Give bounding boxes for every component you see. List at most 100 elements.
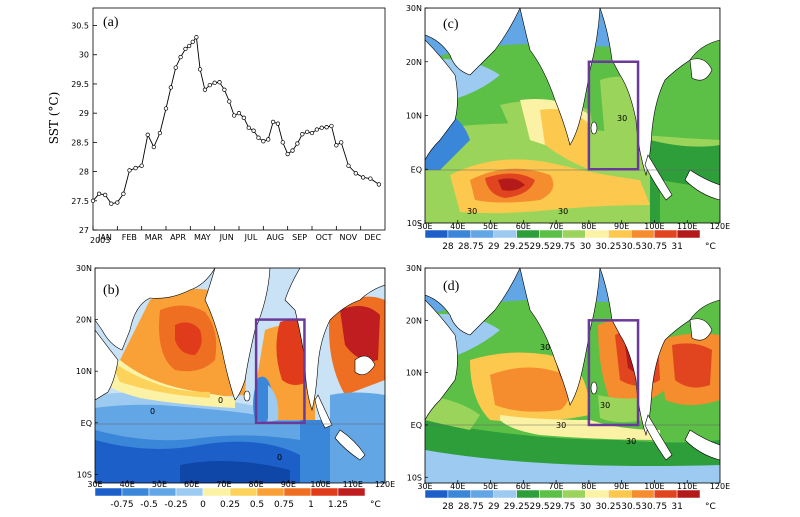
colorbar-label: 0.25 (220, 500, 240, 510)
colorbar-swatch (337, 487, 366, 497)
colorbar-label: 30.25 (595, 502, 621, 512)
colorbar-swatch (148, 487, 177, 497)
colorbar-label: 0.75 (274, 500, 294, 510)
lat-tick-label: 10S (407, 219, 422, 228)
colorbar-swatch (202, 487, 231, 497)
panel-a: (a) SST (°C) 27 27.5 28 28.5 29 29.5 30 30.5 JA… (47, 7, 386, 245)
data-point (178, 54, 183, 60)
lon-tick-label: 90E (614, 222, 629, 231)
data-point (127, 168, 132, 173)
lon-tick-label: 60E (516, 482, 531, 491)
lat-tick-label: 30N (406, 264, 422, 273)
contour-label: 30 (540, 343, 550, 352)
x-tick-label: OCT (316, 233, 333, 242)
panel-d-field (425, 268, 720, 483)
y-tick-label: 29 (79, 109, 89, 118)
colorbar-label: 1 (308, 500, 314, 510)
data-point (270, 119, 276, 125)
colorbar-swatch (447, 489, 472, 499)
data-point (109, 201, 114, 206)
y-tick-label: 27.5 (71, 197, 89, 206)
colorbar-label: 28 (442, 502, 454, 512)
panel-a-y-ticks: 27 27.5 28 28.5 29 29.5 30 30.5 (71, 22, 97, 235)
panel-b-lon-ticks: 30E 40E 50E 60E 70E 80E 90E 100E 110E 120E (87, 480, 395, 489)
colorbar-swatch (470, 229, 495, 239)
panel-a-x-ticks: JAN FEB MAR APR MAY JUN JUL AUG SEP OCT NOV DEC (92, 226, 381, 242)
lat-tick-label: EQ (411, 165, 422, 174)
lon-tick-label: 40E (450, 482, 465, 491)
panel-c-lon-ticks: 30E 40E 50E 60E 70E 80E 90E 100E 110E 120E (417, 220, 730, 231)
colorbar-label: 0 (200, 500, 206, 510)
lon-tick-label: 80E (248, 480, 263, 489)
panel-c-lat-ticks: 30N 20N 10N EQ 10S (406, 4, 428, 228)
lat-tick-label: 10S (77, 470, 92, 479)
data-point (157, 130, 163, 136)
panel-b: (b) 0 0 0 30E 40E 50E 60E 70E 80E 90E 100E 110E 1… (76, 264, 395, 510)
colorbar-label: -0.25 (164, 500, 187, 510)
colorbar-swatch (516, 489, 540, 499)
lat-tick-label: 10N (406, 112, 422, 121)
data-point (241, 115, 247, 120)
lon-tick-label: 30E (417, 222, 432, 231)
colorbar-swatch (447, 229, 472, 239)
colorbar-label: 30.5 (621, 242, 641, 252)
y-tick-label: 28.5 (71, 138, 89, 147)
colorbar-swatch (653, 489, 678, 499)
colorbar-swatch (585, 229, 609, 239)
panel-d-lat-ticks: 30N 20N 10N EQ 10S (406, 264, 428, 482)
colorbar-swatch (493, 229, 517, 239)
contour-label: 30 (467, 207, 477, 216)
colorbar-swatch (256, 487, 285, 497)
lon-tick-label: 50E (483, 482, 498, 491)
data-point (163, 106, 169, 111)
lon-tick-label: 50E (483, 222, 498, 231)
colorbar-swatch (631, 229, 655, 239)
data-point (290, 148, 295, 153)
data-point (324, 125, 329, 130)
data-point (231, 113, 237, 118)
panel-d-colorbar: 28 28.75 29 29.25 29.5 29.75 30 30.25 30.5 30.75 3… (424, 489, 716, 512)
data-point (360, 175, 366, 180)
lon-tick-label: 70E (548, 222, 563, 231)
data-point (368, 176, 373, 181)
colorbar-swatch (94, 487, 123, 497)
colorbar-label: 30.5 (621, 502, 641, 512)
colorbar-swatch (676, 489, 701, 499)
lon-tick-label: 90E (614, 482, 629, 491)
colorbar-swatch (516, 229, 540, 239)
study-region-box (587, 319, 640, 427)
panel-c: (c) 30 30 30 30E 40E 50E 60E 70E 80E 90E 100E 11… (406, 4, 730, 252)
data-point (346, 163, 351, 168)
lon-tick-label: 80E (581, 222, 596, 231)
contour-label: 30 (617, 114, 627, 123)
panel-b-field (95, 268, 385, 483)
data-point (207, 82, 212, 88)
y-tick-label: 30 (79, 51, 89, 60)
data-point (133, 165, 138, 171)
data-point (353, 171, 358, 176)
colorbar-swatch (562, 229, 586, 239)
colorbar-label: 29.5 (530, 242, 550, 252)
panel-d-label: (d) (443, 279, 460, 294)
data-point (376, 182, 382, 187)
colorbar-label: 29 (488, 242, 500, 252)
study-region-box (254, 318, 306, 425)
lon-tick-label: 80E (581, 482, 596, 491)
data-point (334, 143, 339, 148)
colorbar-swatch (424, 229, 449, 239)
lat-tick-label: 20N (76, 316, 92, 325)
lat-tick-label: 10N (76, 367, 92, 376)
data-point (309, 130, 315, 136)
panel-d-lon-ticks: 30E 40E 50E 60E 70E 80E 90E 100E 110E 120E (417, 480, 730, 491)
data-point (256, 135, 261, 140)
colorbar-label: 0.5 (250, 500, 264, 510)
colorbar-swatch (653, 229, 678, 239)
contour-label: 30 (600, 401, 610, 410)
colorbar-label: 28 (442, 242, 454, 252)
colorbar-swatch (493, 489, 517, 499)
x-tick-label: SEP (292, 233, 307, 242)
data-point (285, 151, 290, 157)
panel-d-frame (424, 267, 721, 484)
colorbar-swatch (283, 487, 312, 497)
lat-tick-label: 30N (76, 264, 92, 273)
